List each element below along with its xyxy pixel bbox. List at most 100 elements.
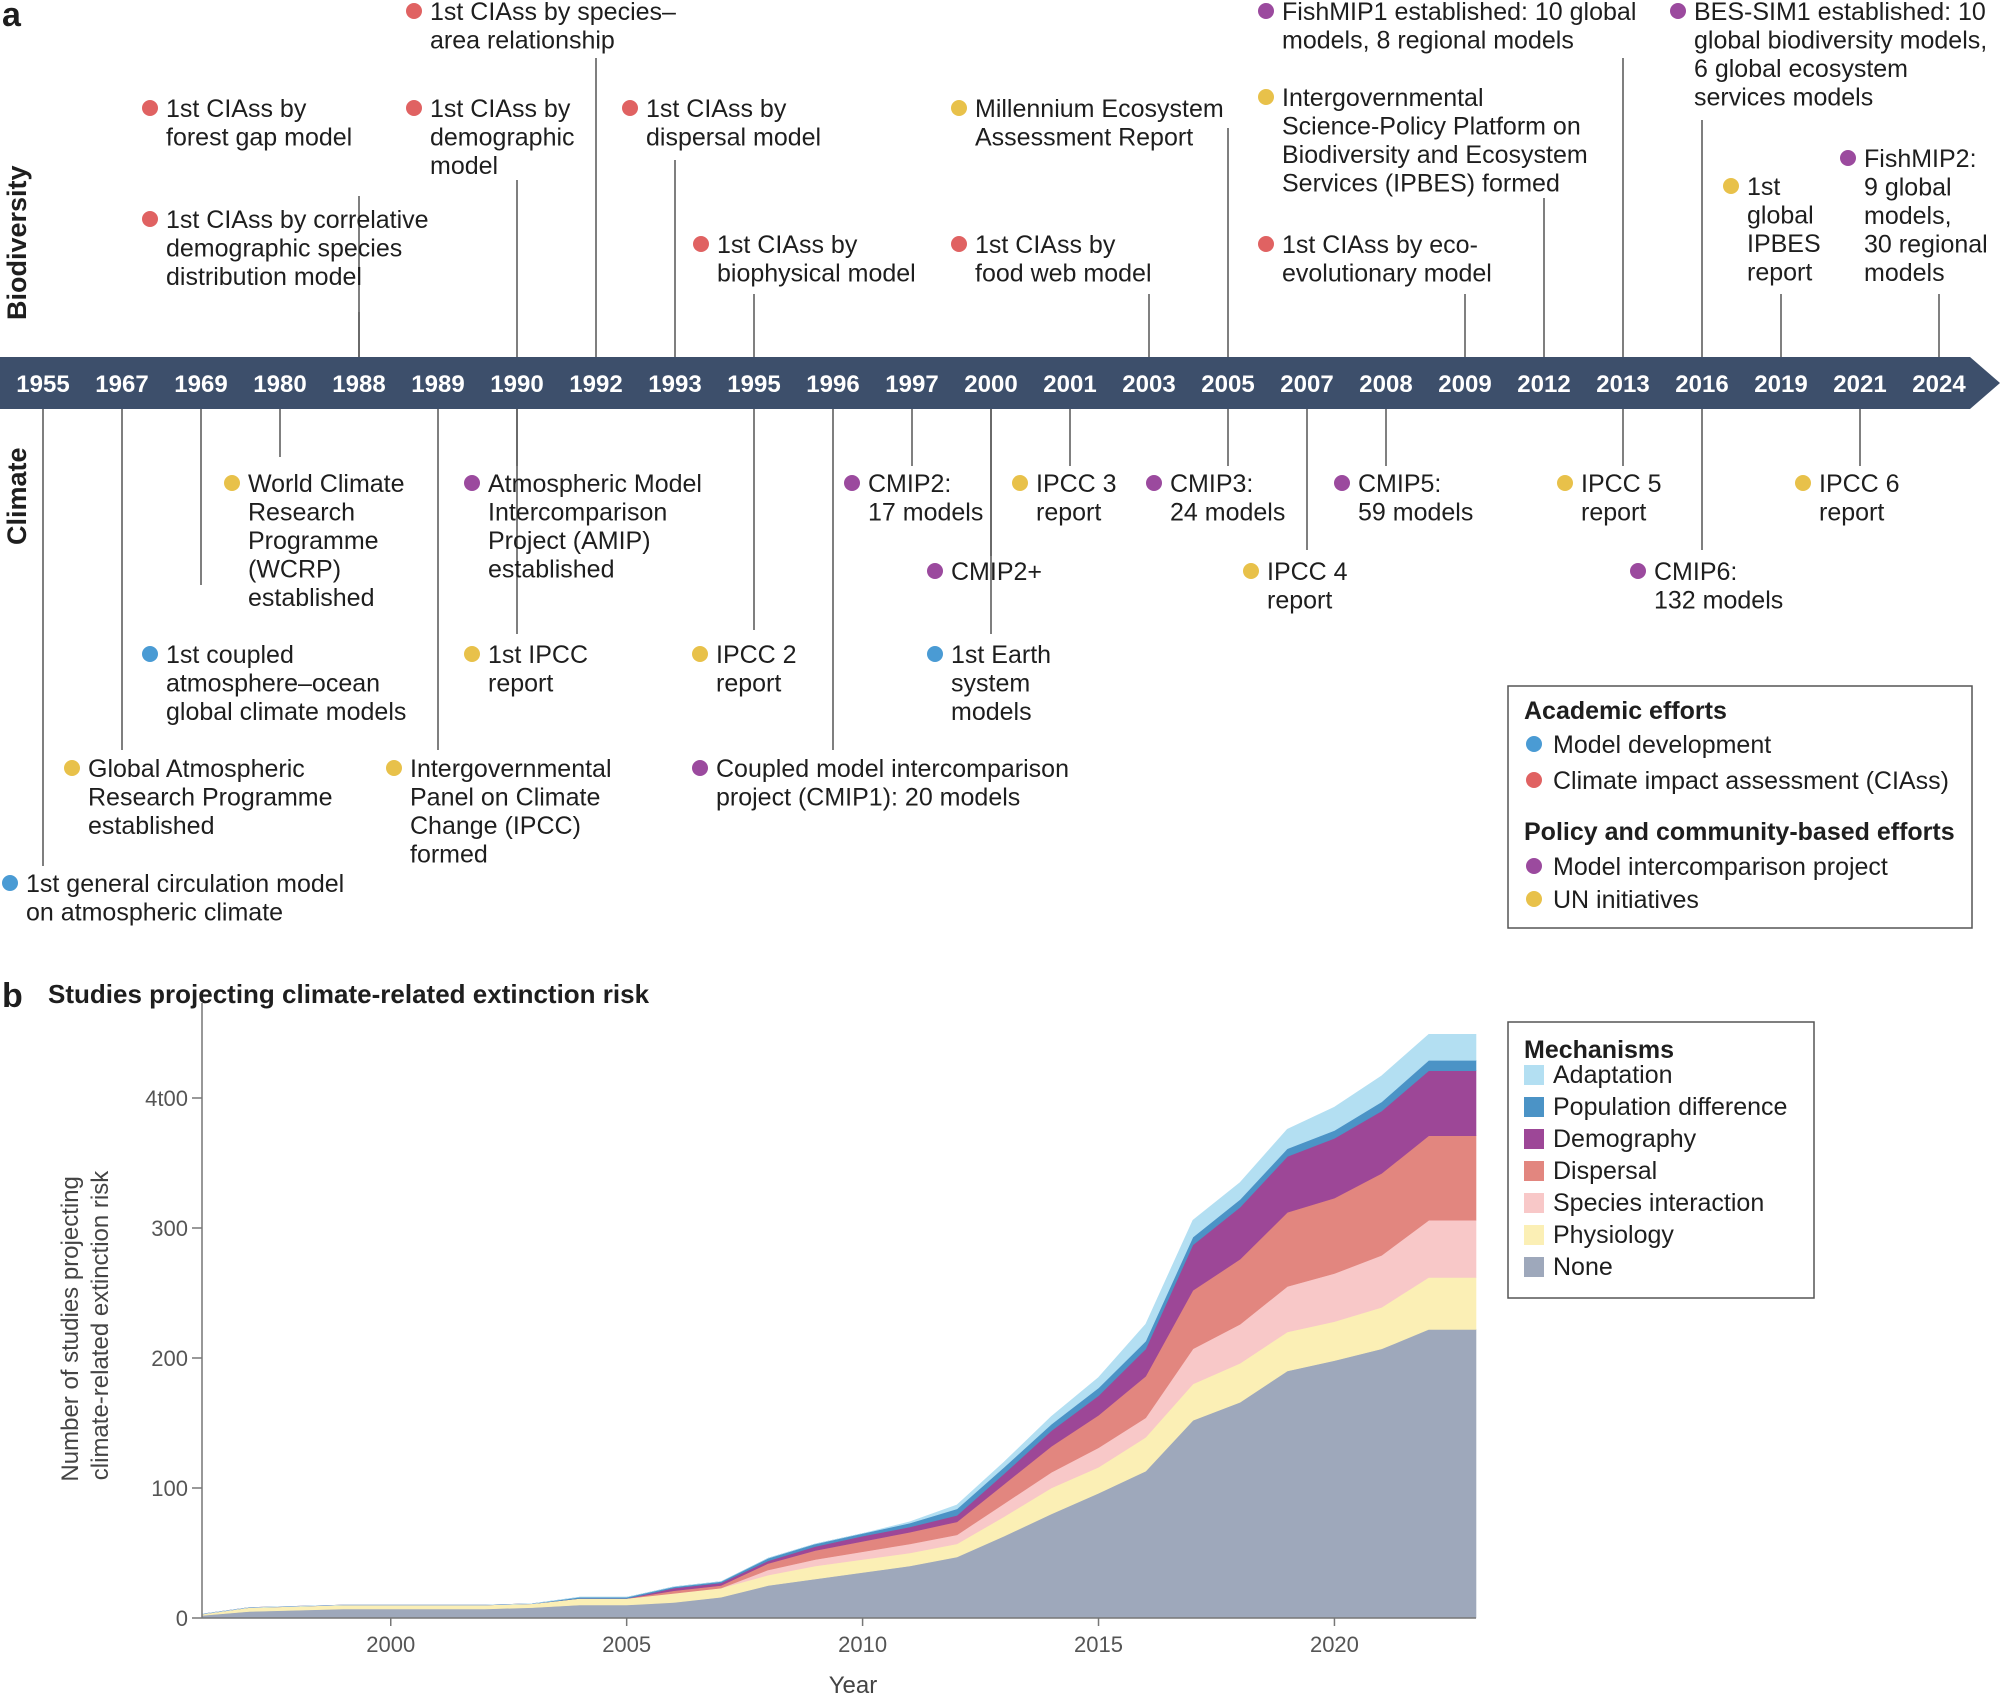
climate-event-1955-0-dot bbox=[2, 875, 18, 891]
legend-swatch-dispersal bbox=[1524, 1161, 1544, 1181]
year-label-2021: 2021 bbox=[1833, 371, 1886, 398]
bio-event-2012-9-label: Intergovernmental Science-Policy Platform… bbox=[1282, 84, 1588, 198]
y-tick-label-100: 100 bbox=[151, 1476, 188, 1501]
climate-event-2013-16-dot bbox=[1557, 475, 1573, 491]
climate-event-1955-0-label: 1st general circulation model on atmosphe… bbox=[26, 870, 344, 927]
mechanisms-legend-items: Adaptation Population difference Demograph… bbox=[1524, 1061, 1787, 1281]
x-tick-label-2020: 2020 bbox=[1310, 1632, 1359, 1657]
bio-event-1990-2-label: 1st CIAss by demographic model bbox=[430, 95, 575, 180]
climate-event-1995-7-dot bbox=[692, 646, 708, 662]
legend-label-demography: Demography bbox=[1553, 1125, 1697, 1153]
year-label-2019: 2019 bbox=[1754, 371, 1807, 398]
legend-label-dispersal: Dispersal bbox=[1553, 1157, 1657, 1185]
year-label-1990: 1990 bbox=[490, 371, 543, 398]
legend-dot-ciass bbox=[1526, 772, 1542, 788]
climate-event-1980-3-label: World Climate Research Programme (WCRP) esta… bbox=[248, 470, 405, 612]
mechanisms-legend-frame bbox=[1507, 1021, 1815, 1299]
bio-event-2019-12-label: 1st global IPBES report bbox=[1747, 173, 1821, 287]
year-label-2016: 2016 bbox=[1675, 371, 1728, 398]
climate-event-2000-11-dot bbox=[927, 646, 943, 662]
climate-event-1990-6-dot bbox=[464, 646, 480, 662]
x-tick-label-2010: 2010 bbox=[838, 1632, 887, 1657]
bio-event-1988-0-label: 1st CIAss by forest gap model bbox=[166, 95, 352, 152]
year-label-2000: 2000 bbox=[964, 371, 1017, 398]
year-label-2009: 2009 bbox=[1438, 371, 1491, 398]
x-axis-label: Year bbox=[829, 1672, 878, 1694]
bio-event-1992-3-dot bbox=[406, 3, 422, 19]
year-label-2024: 2024 bbox=[1912, 371, 1966, 398]
bio-event-1988-1-dot bbox=[142, 211, 158, 227]
year-label-1995: 1995 bbox=[727, 371, 780, 398]
climate-row-label: Climate bbox=[2, 447, 32, 545]
y-axis-label: Number of studies projecting climate-rel… bbox=[57, 1169, 114, 1481]
climate-event-1990-6-label: 1st IPCC report bbox=[488, 641, 588, 698]
timeline-year-labels: 1955 1967 1969 1980 1988 1989 1990 1992 1993 1995… bbox=[16, 371, 1966, 398]
bio-event-1995-5-label: 1st CIAss by biophysical model bbox=[717, 231, 916, 288]
climate-event-1996-8-dot bbox=[692, 760, 708, 776]
bio-event-1990-2-dot bbox=[406, 100, 422, 116]
climate-event-2001-12-label: IPCC 3 report bbox=[1036, 470, 1117, 527]
legend-label-adaptation: Adaptation bbox=[1553, 1061, 1673, 1089]
legend-dot-model-development bbox=[1526, 736, 1542, 752]
year-label-1997: 1997 bbox=[885, 371, 938, 398]
bio-event-2016-11-dot bbox=[1670, 3, 1686, 19]
bio-event-2009-8-label: 1st CIAss by eco-evolutionary model bbox=[1282, 231, 1492, 288]
climate-event-1990-5-label: Atmospheric Model Intercomparison Project … bbox=[488, 470, 702, 584]
y-tick-label-200: 200 bbox=[151, 1346, 188, 1371]
climate-event-2001-12-dot bbox=[1012, 475, 1028, 491]
year-label-1980: 1980 bbox=[253, 371, 306, 398]
extinction-risk-chart: b Studies projecting climate-related ext… bbox=[2, 977, 1815, 1694]
climate-event-1996-8-label: Coupled model intercomparison project (CM… bbox=[716, 755, 1069, 812]
climate-event-2016-17-label: CMIP6: 132 models bbox=[1654, 558, 1783, 615]
climate-event-1989-4-label: Intergovernmental Panel on Climate Change … bbox=[410, 755, 612, 869]
timeline-band bbox=[0, 357, 2000, 409]
bio-event-2009-8-dot bbox=[1258, 236, 1274, 252]
bio-event-1995-5-dot bbox=[693, 236, 709, 252]
year-label-1992: 1992 bbox=[569, 371, 622, 398]
legend-swatch-physiology bbox=[1524, 1225, 1544, 1245]
year-label-2012: 2012 bbox=[1517, 371, 1570, 398]
climate-event-1989-4-dot bbox=[386, 760, 402, 776]
year-label-2001: 2001 bbox=[1043, 371, 1096, 398]
timeline-legend-frame bbox=[1507, 685, 1973, 929]
legend-swatch-none bbox=[1524, 1257, 1544, 1277]
year-label-2003: 2003 bbox=[1122, 371, 1175, 398]
legend-swatch-species-interaction bbox=[1524, 1193, 1544, 1213]
climate-event-2013-16-label: IPCC 5 report bbox=[1581, 470, 1662, 527]
bio-event-2019-12-dot bbox=[1723, 178, 1739, 194]
bio-event-2024-13-dot bbox=[1840, 150, 1856, 166]
bio-event-1993-4-dot bbox=[622, 100, 638, 116]
timeline-connectors bbox=[42, 58, 1940, 866]
chart-title: Studies projecting climate-related extin… bbox=[48, 979, 650, 1009]
mechanisms-legend-heading: Mechanisms bbox=[1524, 1036, 1674, 1064]
climate-event-1969-2-label: 1st coupled atmosphere–ocean global climat… bbox=[166, 641, 406, 726]
year-label-1996: 1996 bbox=[806, 371, 859, 398]
panel-b-letter: b bbox=[2, 977, 23, 1015]
climate-event-1990-5-dot bbox=[464, 475, 480, 491]
year-label-2005: 2005 bbox=[1201, 371, 1254, 398]
mechanisms-legend: Mechanisms Adaptation Population differen… bbox=[1507, 1021, 1815, 1299]
climate-event-2007-14-dot bbox=[1243, 563, 1259, 579]
bio-event-1993-4-label: 1st CIAss by dispersal model bbox=[646, 95, 821, 152]
bio-event-1988-0-dot bbox=[142, 100, 158, 116]
y-ticks: 0 100 200 300 4t00 bbox=[145, 1086, 202, 1631]
climate-event-2007-14-label: IPCC 4 report bbox=[1267, 558, 1348, 615]
bio-event-2003-6-label: 1st CIAss by food web model bbox=[975, 231, 1152, 288]
legend-policy-heading: Policy and community-based efforts bbox=[1524, 818, 1955, 846]
year-label-2008: 2008 bbox=[1359, 371, 1412, 398]
climate-event-1980-3-dot bbox=[224, 475, 240, 491]
legend-label-none: None bbox=[1553, 1253, 1613, 1281]
bio-event-1988-1-label: 1st CIAss by correlative demographic spec… bbox=[166, 206, 429, 291]
legend-label-population-difference: Population difference bbox=[1553, 1093, 1787, 1121]
year-label-1993: 1993 bbox=[648, 371, 701, 398]
legend-label-model-intercomparison: Model intercomparison project bbox=[1553, 853, 1888, 881]
biodiversity-events: 1st CIAss by forest gap model 1st CIAss by… bbox=[142, 0, 1988, 291]
legend-swatch-adaptation bbox=[1524, 1065, 1544, 1085]
climate-event-2021-18-label: IPCC 6 report bbox=[1819, 470, 1900, 527]
y-tick-label-400: 4t00 bbox=[145, 1086, 188, 1111]
chart-areas bbox=[201, 1034, 1477, 1619]
y-tick-label-300: 300 bbox=[151, 1216, 188, 1241]
legend-dot-model-intercomparison bbox=[1526, 858, 1542, 874]
bio-event-2012-9-dot bbox=[1258, 89, 1274, 105]
timeline-panel: a Biodiversity Climate 1955 1967 1969 1980 1… bbox=[0, 0, 2000, 929]
